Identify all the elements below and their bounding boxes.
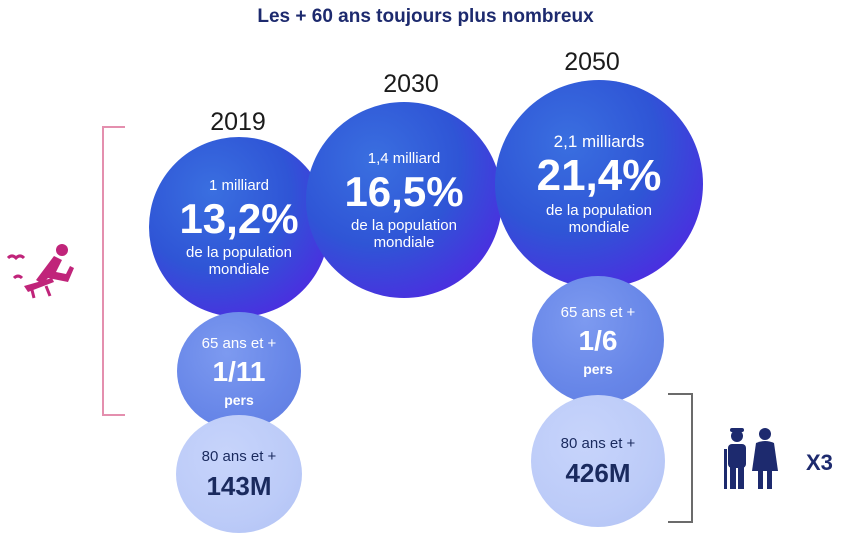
over65-2050-unit: pers — [583, 360, 613, 377]
percent-2030: 16,5% — [344, 167, 464, 215]
over65-2019-label: 65 ans et + — [201, 334, 277, 352]
quantity-2019: 1 milliard — [208, 176, 269, 194]
over80-2050-label: 80 ans et + — [560, 434, 636, 452]
right-bracket — [668, 393, 693, 523]
year-2050-label: 2050 — [564, 48, 620, 76]
quantity-2030: 1,4 milliard — [367, 149, 441, 167]
circle-2019-over65: 65 ans et + 1/11 pers — [177, 312, 301, 430]
over65-2019-fraction: 1/11 — [212, 355, 266, 387]
percent-2050: 21,4% — [536, 150, 662, 200]
caption-2019-line1: de la population — [186, 243, 292, 261]
over65-2019-unit: pers — [224, 391, 254, 408]
percent-2019: 13,2% — [179, 194, 299, 242]
over80-2050-value: 426M — [565, 457, 631, 488]
quantity-2050: 2,1 milliards — [553, 131, 645, 151]
circle-2019-over80: 80 ans et + 143M — [176, 415, 302, 533]
circle-2030-population: 1,4 milliard 16,5% de la population mond… — [306, 102, 502, 298]
elderly-couple-icon — [724, 428, 778, 489]
left-bracket — [102, 126, 125, 416]
caption-2030-line1: de la population — [351, 216, 457, 234]
caption-2019-line2: mondiale — [208, 260, 270, 278]
year-2030-label: 2030 — [383, 70, 439, 98]
circle-2019-population: 1 milliard 13,2% de la population mondia… — [149, 137, 329, 317]
over65-2050-label: 65 ans et + — [560, 303, 636, 321]
circle-2050-population: 2,1 milliards 21,4% de la population mon… — [495, 80, 703, 288]
caption-2050-line2: mondiale — [568, 218, 630, 236]
over65-2050-fraction: 1/6 — [578, 324, 618, 356]
multiplier-label: X3 — [806, 450, 833, 475]
caption-2050-line1: de la population — [546, 201, 652, 219]
circle-2050-over80: 80 ans et + 426M — [531, 395, 665, 527]
relaxing-person-icon — [6, 244, 74, 299]
over80-2019-label: 80 ans et + — [201, 447, 277, 465]
circle-2050-over65: 65 ans et + 1/6 pers — [532, 276, 664, 404]
page-title: Les + 60 ans toujours plus nombreux — [257, 6, 594, 27]
over80-2019-value: 143M — [206, 470, 272, 501]
caption-2030-line2: mondiale — [373, 233, 435, 251]
year-2019-label: 2019 — [210, 108, 266, 136]
